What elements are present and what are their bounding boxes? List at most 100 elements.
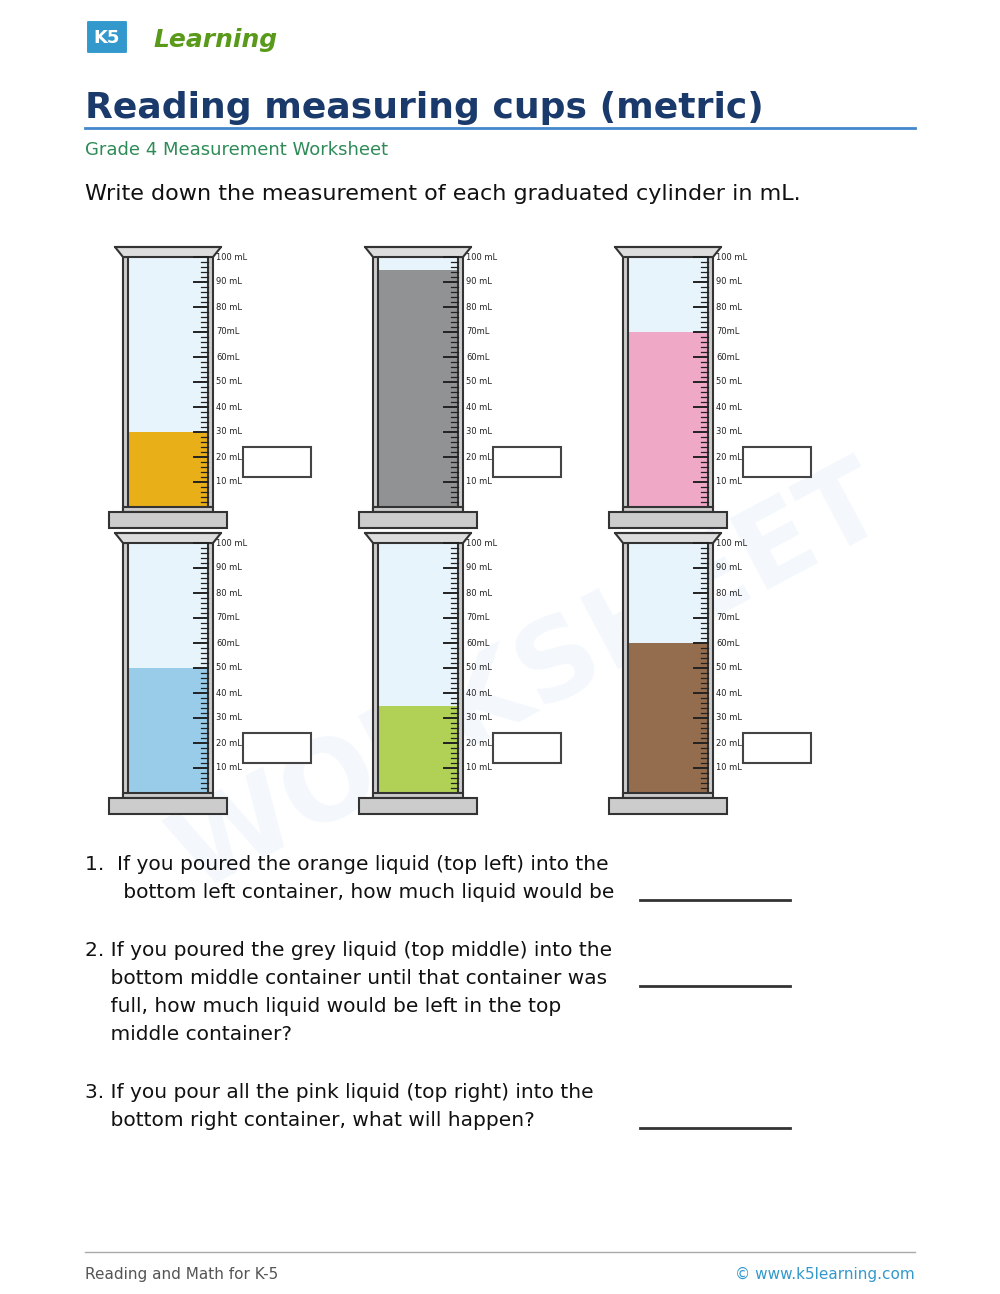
Text: 10 mL: 10 mL (466, 763, 492, 773)
Bar (128, 668, 208, 793)
Text: 10 mL: 10 mL (716, 477, 742, 487)
Text: bottom left container, how much liquid would be: bottom left container, how much liquid w… (85, 883, 614, 902)
Bar (243, 446, 311, 477)
Text: 20 mL: 20 mL (716, 453, 742, 462)
Bar (743, 732, 811, 763)
Text: WORKSHEET: WORKSHEET (156, 448, 904, 912)
Text: 50 mL: 50 mL (216, 664, 242, 673)
Text: 30 mL: 30 mL (466, 713, 492, 722)
Text: 1.  If you poured the orange liquid (top left) into the: 1. If you poured the orange liquid (top … (85, 855, 609, 873)
Polygon shape (615, 247, 721, 258)
Bar (628, 258, 708, 507)
Bar (609, 512, 727, 528)
Bar (128, 258, 208, 507)
Text: Grade 4 Measurement Worksheet: Grade 4 Measurement Worksheet (85, 141, 388, 159)
Text: 40 mL: 40 mL (216, 402, 242, 411)
Text: 80 mL: 80 mL (716, 589, 742, 598)
Bar (628, 543, 708, 793)
Text: Write down the measurement of each graduated cylinder in mL.: Write down the measurement of each gradu… (85, 184, 801, 204)
Text: 10 mL: 10 mL (216, 763, 242, 773)
Bar (458, 258, 463, 507)
Text: 90 mL: 90 mL (466, 277, 492, 286)
Bar (123, 793, 213, 798)
Bar (123, 543, 128, 798)
Text: 40 mL: 40 mL (466, 402, 492, 411)
Bar (373, 507, 463, 512)
Text: 100 mL: 100 mL (466, 538, 497, 547)
Text: 70mL: 70mL (466, 613, 489, 622)
Text: 40 mL: 40 mL (716, 688, 742, 697)
Bar (623, 507, 713, 512)
Text: 30 mL: 30 mL (466, 427, 492, 436)
Text: 80 mL: 80 mL (466, 589, 492, 598)
Text: 10 mL: 10 mL (466, 477, 492, 487)
Text: 50 mL: 50 mL (716, 664, 742, 673)
Bar (378, 705, 458, 793)
Bar (359, 512, 477, 528)
Text: 30 mL: 30 mL (216, 427, 242, 436)
Text: 30 mL: 30 mL (216, 713, 242, 722)
Text: bottom right container, what will happen?: bottom right container, what will happen… (85, 1112, 535, 1130)
Bar (628, 333, 708, 507)
Text: 20 mL: 20 mL (216, 453, 242, 462)
Text: 10 mL: 10 mL (216, 477, 242, 487)
Text: Reading and Math for K-5: Reading and Math for K-5 (85, 1267, 278, 1282)
Bar (623, 543, 628, 798)
Bar (373, 543, 378, 798)
Text: 90 mL: 90 mL (216, 277, 242, 286)
Text: 70mL: 70mL (216, 327, 239, 336)
Text: 90 mL: 90 mL (716, 563, 742, 572)
Text: full, how much liquid would be left in the top: full, how much liquid would be left in t… (85, 996, 561, 1016)
Text: 60mL: 60mL (216, 638, 239, 647)
Bar (493, 446, 561, 477)
Text: 90 mL: 90 mL (466, 563, 492, 572)
Text: 40 mL: 40 mL (466, 688, 492, 697)
Text: 60mL: 60mL (716, 352, 739, 361)
Text: 40 mL: 40 mL (216, 688, 242, 697)
Bar (373, 258, 378, 512)
Bar (458, 543, 463, 793)
Polygon shape (115, 533, 221, 543)
Text: 3. If you pour all the pink liquid (top right) into the: 3. If you pour all the pink liquid (top … (85, 1083, 594, 1102)
Text: 20 mL: 20 mL (466, 453, 492, 462)
Bar (743, 446, 811, 477)
Text: bottom middle container until that container was: bottom middle container until that conta… (85, 969, 607, 989)
Text: 70mL: 70mL (216, 613, 239, 622)
Bar (623, 793, 713, 798)
Text: middle container?: middle container? (85, 1025, 292, 1044)
Text: 80 mL: 80 mL (466, 303, 492, 312)
Text: Learning: Learning (153, 28, 277, 52)
Polygon shape (115, 247, 221, 258)
Bar (708, 543, 713, 793)
Text: 10 mL: 10 mL (716, 763, 742, 773)
Bar (128, 432, 208, 507)
Polygon shape (615, 533, 721, 543)
Text: 80 mL: 80 mL (216, 303, 242, 312)
Bar (708, 258, 713, 507)
Text: 80 mL: 80 mL (716, 303, 742, 312)
Bar (628, 643, 708, 793)
Bar (623, 258, 628, 512)
Text: 20 mL: 20 mL (216, 739, 242, 748)
Text: 60mL: 60mL (466, 352, 489, 361)
Text: 100 mL: 100 mL (466, 252, 497, 261)
Text: 60mL: 60mL (466, 638, 489, 647)
Text: 50 mL: 50 mL (466, 664, 492, 673)
Text: 30 mL: 30 mL (716, 713, 742, 722)
Polygon shape (365, 533, 471, 543)
Bar (109, 798, 227, 814)
Text: 70mL: 70mL (716, 613, 739, 622)
Text: K5: K5 (94, 28, 120, 47)
Text: 30 mL: 30 mL (716, 427, 742, 436)
Bar (493, 732, 561, 763)
Text: 90 mL: 90 mL (716, 277, 742, 286)
Text: 40 mL: 40 mL (716, 402, 742, 411)
Bar (609, 798, 727, 814)
Text: 70mL: 70mL (716, 327, 739, 336)
Text: 100 mL: 100 mL (716, 252, 747, 261)
Text: 60mL: 60mL (716, 638, 739, 647)
Bar (109, 512, 227, 528)
Bar (208, 258, 213, 507)
Bar (378, 269, 458, 507)
FancyBboxPatch shape (86, 19, 128, 54)
